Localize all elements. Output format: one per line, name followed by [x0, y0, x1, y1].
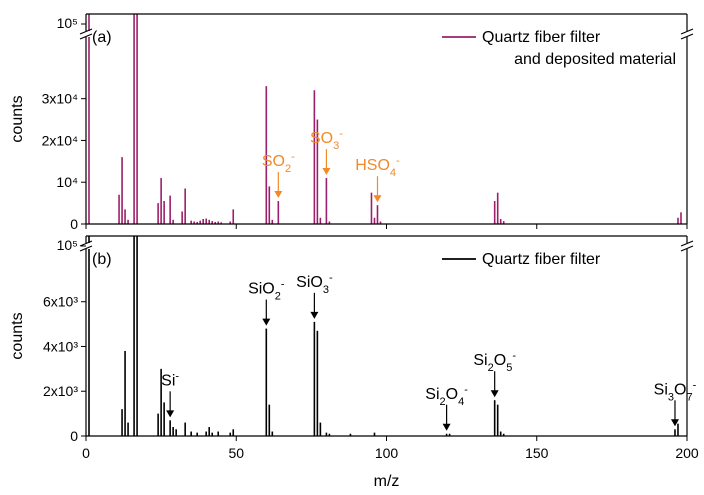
axis-break-slash — [680, 33, 694, 40]
y-tick-label: 4x10³ — [43, 338, 78, 354]
panel-label: (a) — [92, 29, 112, 46]
ion-label-text: Si — [161, 372, 175, 389]
x-tick-label: 200 — [675, 445, 699, 461]
ion-label: SO2- — [262, 151, 295, 175]
ion-label-superscript: - — [291, 151, 295, 163]
ion-label-subscript: 3 — [323, 284, 329, 296]
ion-label-text: SO — [262, 153, 285, 170]
axis-break-slash — [79, 28, 93, 35]
ion-label: Si3O7- — [654, 379, 697, 403]
ion-label-subscript: 7 — [686, 391, 692, 403]
ion-label: Si2O4- — [425, 384, 468, 408]
ion-label: SO3- — [310, 128, 343, 152]
ion-label-superscript: - — [396, 155, 400, 167]
annotation-arrow-head — [670, 419, 679, 427]
ion-label-superscript: - — [512, 350, 516, 362]
ion-label-text: O — [446, 386, 458, 403]
y-tick-label-break: 10⁵ — [57, 15, 78, 31]
x-tick-label: 100 — [375, 445, 399, 461]
annotation-arrow-head — [274, 191, 283, 199]
ion-label-superscript: - — [339, 128, 343, 140]
ion-label-subscript: 2 — [488, 362, 494, 374]
ion-label-subscript: 4 — [390, 167, 396, 179]
ion-label-superscript: - — [175, 370, 179, 382]
ion-label: HSO4- — [355, 155, 400, 179]
axis-break-slash — [680, 28, 694, 35]
axis-break-gap — [681, 31, 693, 37]
shared-axis-labels: 0 50 100 150 200 m/z — [82, 445, 699, 490]
y-tick-label-break: 10⁵ — [57, 237, 78, 253]
ion-label-text: Si — [473, 352, 487, 369]
ion-label-superscript: - — [329, 272, 333, 284]
ion-label-text: O — [674, 381, 686, 398]
axis-break-slash — [79, 240, 93, 247]
legend-label-line2: and deposited material — [514, 51, 676, 68]
x-tick-label: 150 — [525, 445, 549, 461]
x-tick-label: 0 — [82, 445, 90, 461]
axis-break-gap — [681, 243, 693, 249]
axis-break-slash — [79, 245, 93, 252]
axis-break-slash — [680, 240, 694, 247]
legend-label: Quartz fiber filter — [482, 29, 601, 46]
y-tick-label: 0 — [70, 216, 78, 232]
ion-label-text: Si — [425, 386, 439, 403]
ion-label-subscript: 2 — [440, 396, 446, 408]
ion-label: Si2O5- — [473, 350, 516, 374]
ion-label: SiO2- — [248, 279, 285, 303]
panel-label: (b) — [92, 251, 112, 268]
ion-label-subscript: 3 — [333, 140, 339, 152]
ion-label-text: Si — [654, 381, 668, 398]
x-axis-label: m/z — [374, 473, 400, 490]
y-tick-label: 2x10³ — [43, 383, 78, 399]
legend-label: Quartz fiber filter — [482, 251, 601, 268]
ion-label: Si- — [161, 370, 179, 389]
y-axis-label: counts — [9, 312, 26, 359]
y-tick-label: 0 — [70, 428, 78, 444]
ion-label-subscript: 2 — [275, 291, 281, 303]
axis-break-gap — [80, 31, 92, 37]
ion-label-subscript: 4 — [458, 396, 464, 408]
annotation-arrow-head — [166, 410, 175, 418]
y-tick-label: 3x10⁴ — [42, 91, 78, 107]
y-axis-label: counts — [9, 95, 26, 142]
y-tick-label: 10⁴ — [56, 174, 78, 190]
axis-break-slash — [680, 245, 694, 252]
ion-label-subscript: 5 — [506, 362, 512, 374]
ion-label: SiO3- — [296, 272, 333, 296]
panel-a-spectrum: 10⁵ 0 10⁴ 2x10⁴ 3x10⁴ counts (a) Quartz fiber f… — [9, 13, 694, 232]
ion-label-text: SO — [310, 130, 333, 147]
annotation-arrow-head — [490, 390, 499, 398]
annotation-arrow-head — [322, 168, 331, 176]
ion-label-superscript: - — [693, 379, 697, 391]
annotation-arrow-head — [373, 195, 382, 203]
ion-label-subscript: 3 — [668, 391, 674, 403]
x-tick-label: 50 — [228, 445, 244, 461]
ion-label-text: HSO — [355, 157, 390, 174]
axis-break-slash — [79, 33, 93, 40]
ion-label-subscript: 2 — [285, 163, 291, 175]
y-tick-label: 2x10⁴ — [42, 132, 78, 148]
ion-label-superscript: - — [281, 279, 285, 291]
ion-label-text: SiO — [248, 281, 275, 298]
ion-label-superscript: - — [464, 384, 468, 396]
annotation-arrow-head — [442, 423, 451, 431]
panel-b-spectrum: 10⁵ 0 2x10³ 4x10³ 6x10³ counts (b) Quartz fiber… — [9, 235, 697, 444]
annotation-arrow-head — [310, 311, 319, 319]
ion-label-text: O — [494, 352, 506, 369]
ion-label-text: SiO — [296, 274, 323, 291]
annotation-arrow-head — [262, 318, 271, 326]
y-tick-label: 6x10³ — [43, 294, 78, 310]
